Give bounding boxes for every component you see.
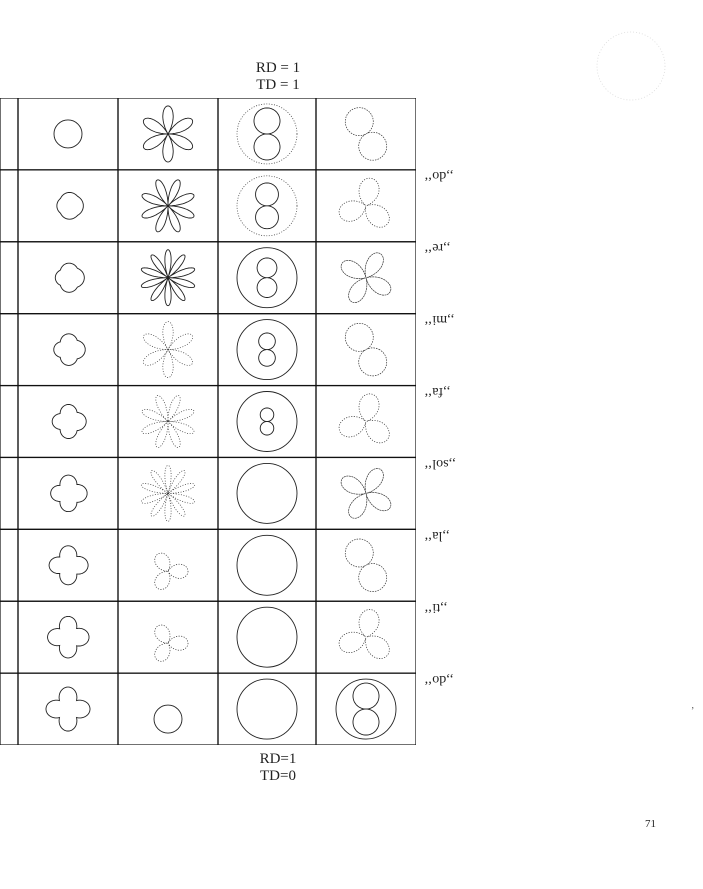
curve-rose [142, 105, 194, 163]
curve-rose [141, 395, 195, 448]
row-label-fa: ,,fa‘‘ [424, 384, 451, 399]
curve-rose [50, 474, 88, 513]
curve-rose [48, 545, 89, 586]
row-label-do-high: ,,do‘‘ [424, 672, 454, 687]
curve-rose [54, 262, 85, 293]
curve-rose [45, 686, 91, 732]
curve-rosette [340, 468, 392, 519]
curve-rose [51, 404, 87, 439]
row-label-do: ,,do‘‘ [424, 168, 454, 183]
top-caption-rd: RD = 1 [255, 60, 301, 76]
curve-outer-circle [236, 534, 298, 596]
curve-outer-circle [335, 678, 397, 740]
curve-rose [53, 333, 86, 366]
curve-rings [154, 624, 189, 662]
curve-rose [140, 465, 196, 522]
faint-circle-mark [590, 25, 672, 107]
curve-rosette [344, 538, 388, 592]
curve-circle [153, 704, 183, 734]
curve-rings [154, 552, 189, 590]
row-label-la: ,,la‘‘ [424, 528, 450, 543]
solfege-labels: ,,do‘‘ ,,re‘‘ ,,mi‘‘ ,,fa‘‘ ,,sol‘‘ ,,la… [418, 98, 478, 745]
curve-lobes [255, 182, 279, 230]
curve-outer-circle [236, 175, 298, 237]
curve-rose [143, 321, 193, 378]
top-caption: RD = 1 TD = 1 [218, 60, 338, 94]
curve-lobes [352, 682, 380, 736]
stray-mark: ‚ [691, 700, 695, 711]
curve-rose [141, 179, 195, 233]
curve-rosette [344, 107, 388, 161]
rose-curve-grid [0, 98, 416, 745]
curve-lobes [253, 107, 281, 161]
curve-rose [140, 249, 196, 307]
curve-rosette [338, 609, 390, 659]
curve-rose [56, 192, 84, 220]
page-number: 71 [645, 818, 656, 830]
curve-outer-circle [236, 103, 298, 165]
top-caption-td: TD = 1 [256, 77, 300, 93]
curve-rosette [338, 393, 390, 444]
bottom-caption-rd: RD=1 [259, 751, 297, 767]
curve-rosette [344, 322, 388, 377]
row-label-re: ,,re‘‘ [424, 240, 451, 255]
curve-lobes [259, 407, 275, 436]
row-label-sol: ,,sol‘‘ [424, 456, 456, 471]
curve-lobes [256, 257, 278, 298]
curve-outer-circle [236, 319, 298, 381]
bottom-caption-td: TD=0 [260, 768, 296, 784]
curve-rose [47, 615, 90, 659]
curve-outer-circle [236, 606, 298, 668]
curve-circle [53, 119, 83, 149]
row-label-ti: ,,ti‘‘ [424, 600, 448, 615]
row-label-mi: ,,mi‘‘ [424, 312, 455, 327]
curve-outer-circle [236, 462, 298, 524]
bottom-caption: RD=1 TD=0 [218, 751, 338, 785]
curve-outer-circle [236, 678, 298, 740]
curve-outer-circle [236, 247, 298, 309]
curve-lobes [258, 332, 276, 367]
curve-outer-circle [236, 391, 298, 452]
curve-rosette [338, 177, 390, 228]
curve-rosette [340, 252, 392, 303]
